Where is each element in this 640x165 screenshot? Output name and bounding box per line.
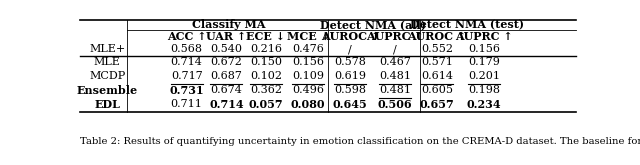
- Text: 0.619: 0.619: [334, 71, 366, 81]
- Text: AUROC ↑: AUROC ↑: [408, 31, 467, 42]
- Text: MLE+: MLE+: [89, 44, 125, 54]
- Text: 0.506: 0.506: [378, 99, 412, 110]
- Text: 0.674: 0.674: [211, 85, 243, 95]
- Text: 0.156: 0.156: [468, 44, 500, 54]
- Text: AUPRC ↑: AUPRC ↑: [456, 31, 513, 42]
- Text: Table 2: Results of quantifying uncertainty in emotion classification on the CRE: Table 2: Results of quantifying uncertai…: [80, 137, 640, 146]
- Text: MLE: MLE: [94, 57, 121, 67]
- Text: 0.481: 0.481: [379, 71, 411, 81]
- Text: 0.614: 0.614: [421, 71, 453, 81]
- Text: 0.598: 0.598: [334, 85, 366, 95]
- Text: 0.714: 0.714: [171, 57, 203, 67]
- Text: 0.467: 0.467: [379, 57, 411, 67]
- Text: 0.687: 0.687: [211, 71, 243, 81]
- Text: 0.102: 0.102: [250, 71, 282, 81]
- Text: 0.711: 0.711: [171, 99, 203, 109]
- Text: 0.578: 0.578: [334, 57, 366, 67]
- Text: AUPRC ↑: AUPRC ↑: [366, 31, 424, 42]
- Text: 0.179: 0.179: [468, 57, 500, 67]
- Text: 0.150: 0.150: [250, 57, 282, 67]
- Text: Classify MA: Classify MA: [192, 19, 266, 30]
- Text: 0.476: 0.476: [292, 44, 324, 54]
- Text: 0.216: 0.216: [250, 44, 282, 54]
- Text: 0.201: 0.201: [468, 71, 500, 81]
- Text: AUROC ↑: AUROC ↑: [321, 31, 380, 42]
- Text: 0.496: 0.496: [292, 85, 324, 95]
- Text: 0.717: 0.717: [171, 71, 202, 81]
- Text: 0.571: 0.571: [421, 57, 453, 67]
- Text: ECE ↓: ECE ↓: [246, 31, 285, 42]
- Text: 0.540: 0.540: [211, 44, 243, 54]
- Text: 0.362: 0.362: [250, 85, 282, 95]
- Text: 0.057: 0.057: [249, 99, 284, 110]
- Text: /: /: [348, 44, 352, 54]
- Text: MCE ↓: MCE ↓: [287, 31, 330, 42]
- Text: Ensemble: Ensemble: [77, 85, 138, 96]
- Text: 0.731: 0.731: [170, 85, 204, 96]
- Text: UAR ↑: UAR ↑: [206, 31, 246, 42]
- Text: MCDP: MCDP: [89, 71, 125, 81]
- Text: 0.234: 0.234: [467, 99, 502, 110]
- Text: 0.657: 0.657: [420, 99, 454, 110]
- Text: 0.198: 0.198: [468, 85, 500, 95]
- Text: Detect NMA (test): Detect NMA (test): [410, 19, 524, 30]
- Text: 0.605: 0.605: [421, 85, 453, 95]
- Text: Detect NMA (all): Detect NMA (all): [319, 19, 426, 30]
- Text: /: /: [393, 44, 397, 54]
- Text: ACC ↑: ACC ↑: [167, 31, 207, 42]
- Text: 0.080: 0.080: [291, 99, 325, 110]
- Text: 0.714: 0.714: [209, 99, 244, 110]
- Text: 0.568: 0.568: [171, 44, 203, 54]
- Text: 0.156: 0.156: [292, 57, 324, 67]
- Text: 0.109: 0.109: [292, 71, 324, 81]
- Text: 0.672: 0.672: [211, 57, 243, 67]
- Text: 0.552: 0.552: [421, 44, 453, 54]
- Text: 0.481: 0.481: [379, 85, 411, 95]
- Text: EDL: EDL: [94, 99, 120, 110]
- Text: 0.645: 0.645: [333, 99, 368, 110]
